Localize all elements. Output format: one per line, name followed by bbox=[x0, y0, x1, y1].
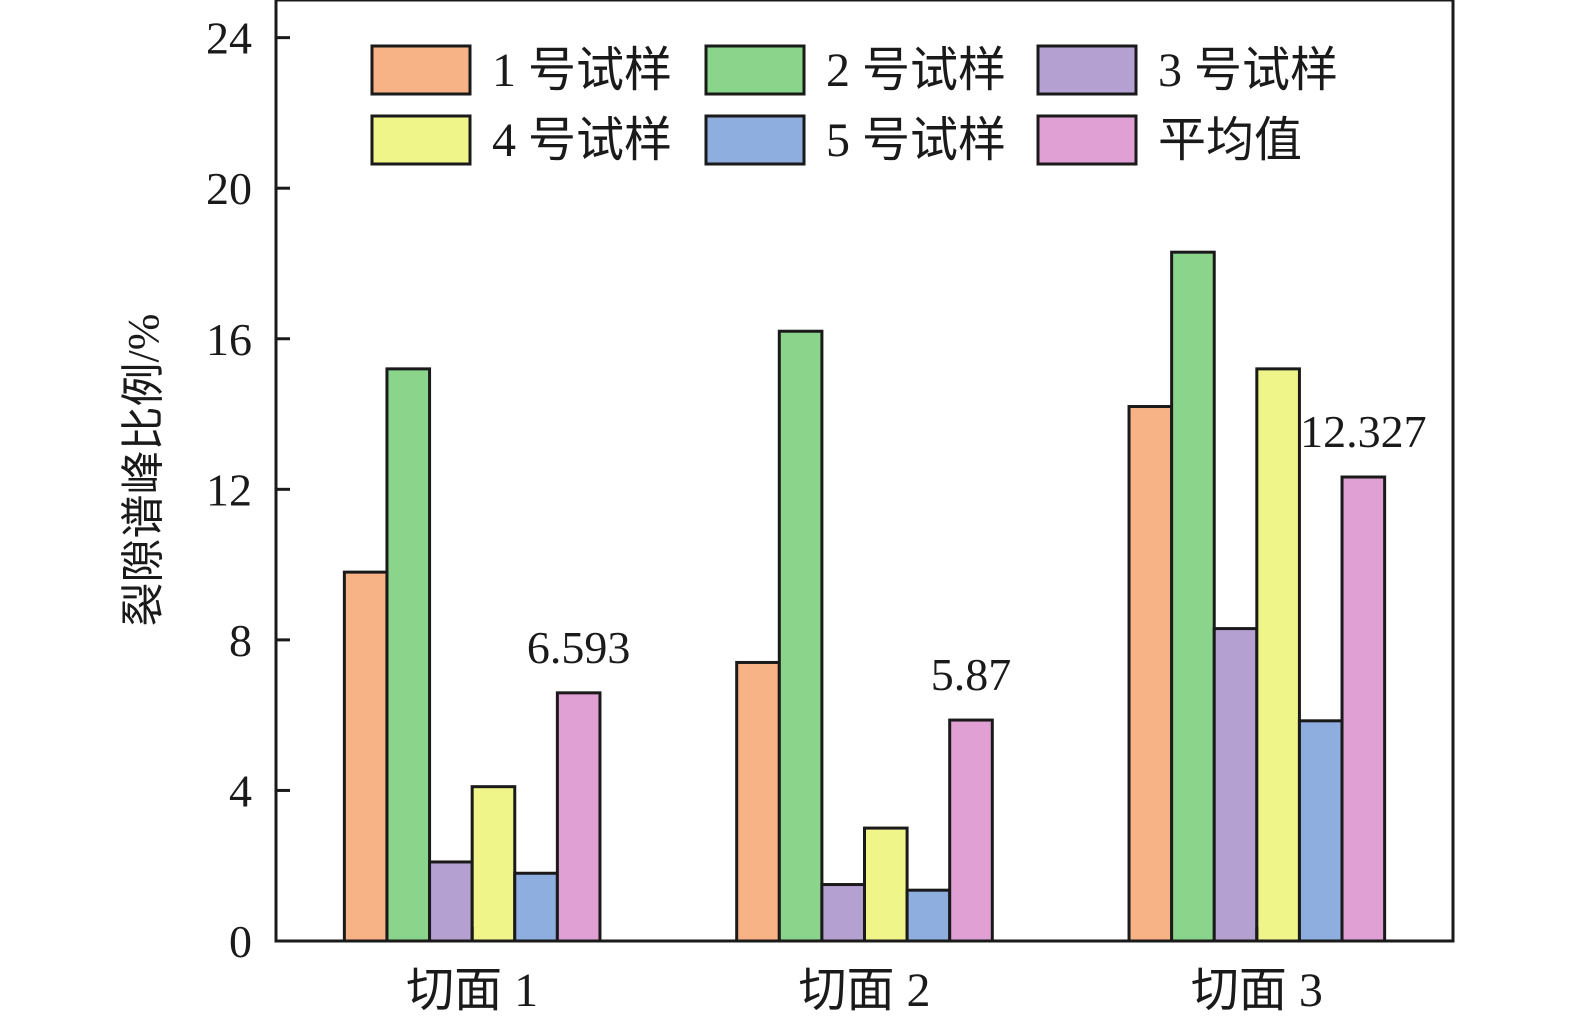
bar bbox=[1212, 627, 1259, 943]
bar bbox=[1127, 405, 1174, 943]
x-tick-label: 切面 2 bbox=[798, 964, 930, 1017]
x-axis-categories: 切面 1 切面 2 切面 3 bbox=[406, 927, 1323, 1017]
y-tick-label: 24 bbox=[206, 13, 252, 64]
bar bbox=[1170, 250, 1216, 943]
legend-swatch bbox=[704, 114, 806, 166]
legend-swatch bbox=[1036, 114, 1138, 166]
legend-swatch bbox=[704, 44, 806, 96]
legend-label: 5 号试样 bbox=[826, 114, 1006, 167]
bar bbox=[342, 570, 389, 943]
legend: 1 号试样 2 号试样 3 号试样 4 号试样 5 号试样 平均值 bbox=[370, 44, 1338, 167]
y-tick-label: 0 bbox=[229, 916, 252, 967]
bar bbox=[428, 860, 474, 943]
bar bbox=[1255, 367, 1301, 943]
legend-label: 1 号试样 bbox=[492, 44, 672, 97]
bar bbox=[777, 329, 824, 943]
legend-label: 平均值 bbox=[1158, 114, 1302, 167]
bar bbox=[863, 826, 909, 943]
y-tick-label: 20 bbox=[206, 163, 252, 214]
bar bbox=[905, 888, 952, 943]
data-labels: 6.593 5.87 12.327 bbox=[527, 406, 1427, 700]
bar bbox=[513, 871, 559, 943]
legend-swatch bbox=[370, 44, 472, 96]
data-label: 12.327 bbox=[1300, 406, 1427, 457]
bar bbox=[1340, 475, 1387, 943]
bar bbox=[1297, 719, 1344, 943]
legend-label: 3 号试样 bbox=[1158, 44, 1338, 97]
bar bbox=[735, 660, 781, 943]
bar bbox=[820, 883, 867, 943]
bar bbox=[555, 691, 602, 943]
bars bbox=[342, 250, 1387, 943]
y-axis-label: 裂隙谱峰比例/% bbox=[119, 314, 168, 627]
x-tick-label: 切面 1 bbox=[406, 964, 538, 1017]
y-tick-label: 12 bbox=[206, 464, 252, 515]
y-tick-label: 16 bbox=[206, 314, 252, 365]
y-tick-label: 8 bbox=[229, 615, 252, 666]
bar bbox=[385, 367, 432, 943]
legend-swatch bbox=[1036, 44, 1138, 96]
x-tick-label: 切面 3 bbox=[1191, 964, 1323, 1017]
legend-swatch bbox=[370, 114, 472, 166]
y-tick-label: 4 bbox=[229, 765, 252, 816]
bar bbox=[470, 785, 517, 943]
y-axis-ticks: 0 4 8 12 16 20 24 bbox=[206, 13, 290, 967]
data-label: 6.593 bbox=[527, 622, 631, 673]
bar bbox=[948, 718, 994, 943]
legend-label: 4 号试样 bbox=[492, 114, 672, 167]
data-label: 5.87 bbox=[931, 649, 1012, 700]
legend-label: 2 号试样 bbox=[826, 44, 1006, 97]
